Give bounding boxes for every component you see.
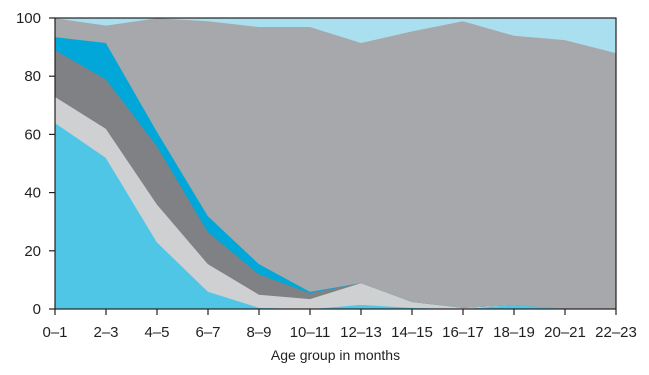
y-tick-label: 80 bbox=[24, 68, 41, 85]
x-axis-title: Age group in months bbox=[271, 347, 400, 363]
x-tick-label: 22–23 bbox=[595, 324, 637, 341]
x-tick-label: 6–7 bbox=[195, 324, 220, 341]
y-tick-label: 40 bbox=[24, 185, 41, 202]
x-axis: 0–1 2–3 4–5 6–7 8–9 10–11 12–13 14–15 16–17 18–19… bbox=[42, 309, 637, 341]
y-tick-label: 100 bbox=[16, 10, 41, 27]
y-axis: 0 20 40 60 80 100 bbox=[16, 10, 55, 318]
x-tick-label: 10–11 bbox=[290, 324, 331, 341]
x-tick-label: 16–17 bbox=[442, 324, 484, 341]
x-tick-label: 14–15 bbox=[391, 324, 433, 341]
x-tick-label: 8–9 bbox=[246, 324, 271, 341]
y-tick-label: 60 bbox=[24, 126, 41, 143]
x-tick-label: 2–3 bbox=[93, 324, 118, 341]
x-tick-label: 0–1 bbox=[42, 324, 67, 341]
y-tick-label: 20 bbox=[24, 243, 41, 260]
x-tick-label: 18–19 bbox=[493, 324, 535, 341]
x-tick-label: 4–5 bbox=[144, 324, 169, 341]
x-tick-label: 20–21 bbox=[544, 324, 586, 341]
plot-frame bbox=[54, 17, 617, 310]
area-series-group bbox=[54, 17, 617, 310]
x-tick-label: 12–13 bbox=[340, 324, 382, 341]
y-tick-label: 0 bbox=[33, 301, 41, 318]
